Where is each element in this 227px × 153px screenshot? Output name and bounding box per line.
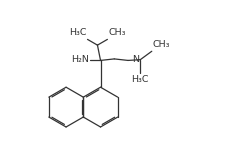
Text: CH₃: CH₃ (152, 40, 170, 49)
Text: H₃C: H₃C (132, 75, 149, 84)
Text: CH₃: CH₃ (108, 28, 126, 37)
Text: H₃C: H₃C (69, 28, 87, 37)
Text: H₂N: H₂N (71, 56, 89, 64)
Text: N: N (133, 55, 140, 64)
